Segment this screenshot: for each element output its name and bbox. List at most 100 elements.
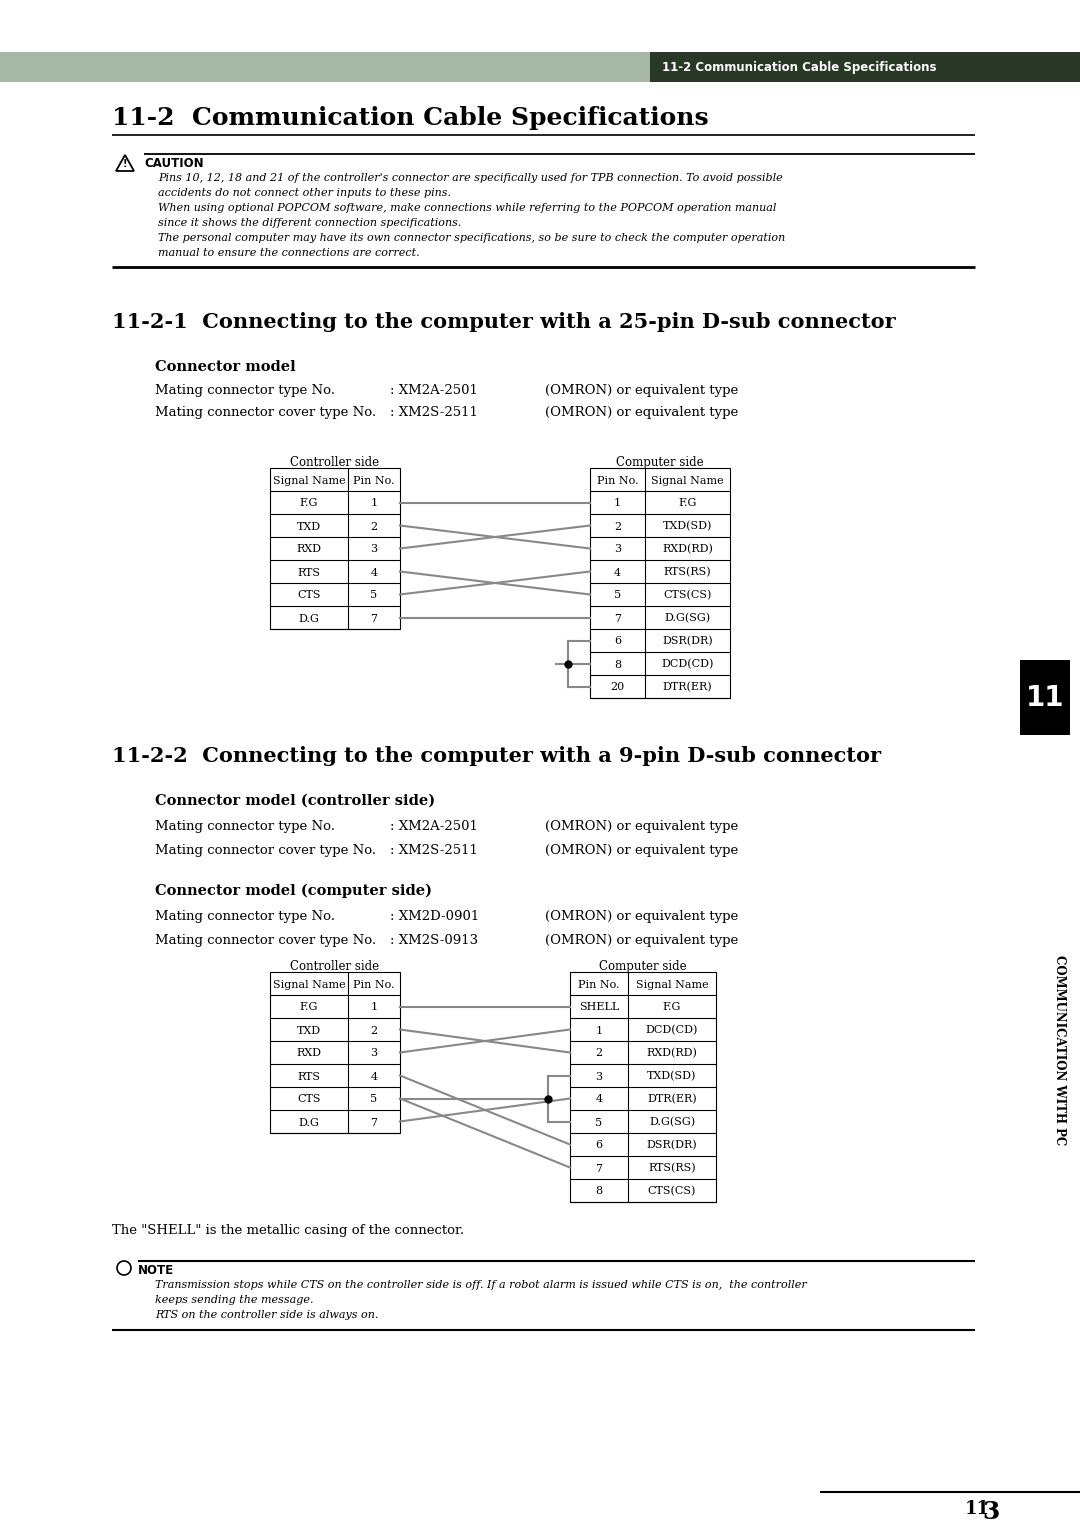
Text: 6: 6 xyxy=(613,637,621,646)
Text: (OMRON) or equivalent type: (OMRON) or equivalent type xyxy=(545,821,739,833)
Text: 5: 5 xyxy=(613,590,621,601)
Text: Mating connector cover type No.: Mating connector cover type No. xyxy=(156,843,376,857)
Text: 11-2  Communication Cable Specifications: 11-2 Communication Cable Specifications xyxy=(112,105,708,130)
Text: (OMRON) or equivalent type: (OMRON) or equivalent type xyxy=(545,384,739,397)
Text: CTS(CS): CTS(CS) xyxy=(648,1186,697,1196)
Text: 5: 5 xyxy=(370,590,378,601)
Text: The personal computer may have its own connector specifications, so be sure to c: The personal computer may have its own c… xyxy=(158,232,785,243)
Text: TXD(SD): TXD(SD) xyxy=(663,521,712,532)
Bar xyxy=(590,468,730,698)
Text: SHELL: SHELL xyxy=(579,1002,619,1013)
Text: 11-: 11- xyxy=(966,1500,998,1517)
Text: : XM2D-0901: : XM2D-0901 xyxy=(390,911,480,923)
Text: 4: 4 xyxy=(595,1094,603,1105)
Text: DTR(ER): DTR(ER) xyxy=(663,683,713,692)
Text: : XM2S-2511: : XM2S-2511 xyxy=(390,406,477,419)
Text: Pin No.: Pin No. xyxy=(353,475,395,486)
Text: Computer side: Computer side xyxy=(617,455,704,469)
Text: TXD: TXD xyxy=(297,1025,321,1036)
Text: Mating connector type No.: Mating connector type No. xyxy=(156,911,335,923)
Text: CTS: CTS xyxy=(297,590,321,601)
Text: CAUTION: CAUTION xyxy=(144,157,204,170)
Text: 2: 2 xyxy=(595,1048,603,1059)
Text: RTS: RTS xyxy=(297,567,321,578)
Text: The "SHELL" is the metallic casing of the connector.: The "SHELL" is the metallic casing of th… xyxy=(112,1224,464,1238)
Text: Pin No.: Pin No. xyxy=(597,475,638,486)
Text: Mating connector cover type No.: Mating connector cover type No. xyxy=(156,934,376,947)
Text: 7: 7 xyxy=(615,614,621,623)
Text: RTS(RS): RTS(RS) xyxy=(648,1163,696,1174)
Text: (OMRON) or equivalent type: (OMRON) or equivalent type xyxy=(545,911,739,923)
Text: RXD: RXD xyxy=(297,544,322,555)
Text: 5: 5 xyxy=(370,1094,378,1105)
Bar xyxy=(270,468,400,630)
Text: since it shows the different connection specifications.: since it shows the different connection … xyxy=(158,219,461,228)
Text: RTS: RTS xyxy=(297,1071,321,1082)
Text: F.G: F.G xyxy=(663,1002,681,1013)
Text: RXD: RXD xyxy=(297,1048,322,1059)
Bar xyxy=(570,972,716,1203)
Text: Signal Name: Signal Name xyxy=(272,475,346,486)
Text: F.G: F.G xyxy=(678,498,697,509)
Text: 1: 1 xyxy=(370,1002,378,1013)
Text: accidents do not connect other inputs to these pins.: accidents do not connect other inputs to… xyxy=(158,188,451,199)
Text: manual to ensure the connections are correct.: manual to ensure the connections are cor… xyxy=(158,248,420,258)
Text: : XM2S-0913: : XM2S-0913 xyxy=(390,934,478,947)
Text: (OMRON) or equivalent type: (OMRON) or equivalent type xyxy=(545,843,739,857)
Bar xyxy=(650,52,1080,83)
Text: DCD(CD): DCD(CD) xyxy=(661,660,714,669)
Text: D.G(SG): D.G(SG) xyxy=(649,1117,696,1128)
Text: Pins 10, 12, 18 and 21 of the controller's connector are specifically used for T: Pins 10, 12, 18 and 21 of the controller… xyxy=(158,173,783,183)
Text: : XM2A-2501: : XM2A-2501 xyxy=(390,821,477,833)
Text: 3: 3 xyxy=(595,1071,603,1082)
Text: 1: 1 xyxy=(370,498,378,509)
Text: TXD(SD): TXD(SD) xyxy=(647,1071,697,1082)
Text: Signal Name: Signal Name xyxy=(651,475,724,486)
Bar xyxy=(1020,660,1070,735)
Text: Transmission stops while CTS on the controller side is off. If a robot alarm is : Transmission stops while CTS on the cont… xyxy=(156,1280,807,1290)
Text: (OMRON) or equivalent type: (OMRON) or equivalent type xyxy=(545,934,739,947)
Text: 20: 20 xyxy=(610,683,624,692)
Text: !: ! xyxy=(123,159,127,170)
Text: DTR(ER): DTR(ER) xyxy=(647,1094,697,1105)
Text: Connector model: Connector model xyxy=(156,361,296,374)
Text: Signal Name: Signal Name xyxy=(272,979,346,990)
Text: 4: 4 xyxy=(613,567,621,578)
Text: 3: 3 xyxy=(370,1048,378,1059)
Text: Connector model (computer side): Connector model (computer side) xyxy=(156,885,432,898)
Text: RTS on the controller side is always on.: RTS on the controller side is always on. xyxy=(156,1309,378,1320)
Text: Controller side: Controller side xyxy=(291,960,379,973)
Text: (OMRON) or equivalent type: (OMRON) or equivalent type xyxy=(545,406,739,419)
Text: 11-2 Communication Cable Specifications: 11-2 Communication Cable Specifications xyxy=(662,61,936,75)
Text: F.G: F.G xyxy=(300,1002,319,1013)
Text: Connector model (controller side): Connector model (controller side) xyxy=(156,795,435,808)
Text: Controller side: Controller side xyxy=(291,455,379,469)
Text: 5: 5 xyxy=(595,1117,603,1128)
Text: Mating connector type No.: Mating connector type No. xyxy=(156,821,335,833)
Text: CTS(CS): CTS(CS) xyxy=(663,590,712,601)
Text: Pin No.: Pin No. xyxy=(353,979,395,990)
Text: 11-2-2  Connecting to the computer with a 9-pin D-sub connector: 11-2-2 Connecting to the computer with a… xyxy=(112,746,881,766)
Text: 2: 2 xyxy=(370,521,378,532)
Text: 2: 2 xyxy=(613,521,621,532)
Text: 8: 8 xyxy=(613,660,621,669)
Text: D.G: D.G xyxy=(298,614,320,623)
Text: F.G: F.G xyxy=(300,498,319,509)
Text: RTS(RS): RTS(RS) xyxy=(664,567,712,578)
Text: D.G: D.G xyxy=(298,1117,320,1128)
Text: 11-2-1  Connecting to the computer with a 25-pin D-sub connector: 11-2-1 Connecting to the computer with a… xyxy=(112,312,895,332)
Text: 7: 7 xyxy=(370,1117,378,1128)
Text: 4: 4 xyxy=(370,567,378,578)
Text: 3: 3 xyxy=(370,544,378,555)
Text: 7: 7 xyxy=(370,614,378,623)
Text: 1: 1 xyxy=(613,498,621,509)
Bar xyxy=(270,972,400,1132)
Text: DSR(DR): DSR(DR) xyxy=(662,636,713,646)
Text: 3: 3 xyxy=(982,1500,999,1523)
Text: NOTE: NOTE xyxy=(138,1264,174,1277)
Text: Mating connector type No.: Mating connector type No. xyxy=(156,384,335,397)
Text: 7: 7 xyxy=(595,1163,603,1174)
Text: 8: 8 xyxy=(595,1187,603,1196)
Text: DCD(CD): DCD(CD) xyxy=(646,1025,698,1036)
Text: TXD: TXD xyxy=(297,521,321,532)
